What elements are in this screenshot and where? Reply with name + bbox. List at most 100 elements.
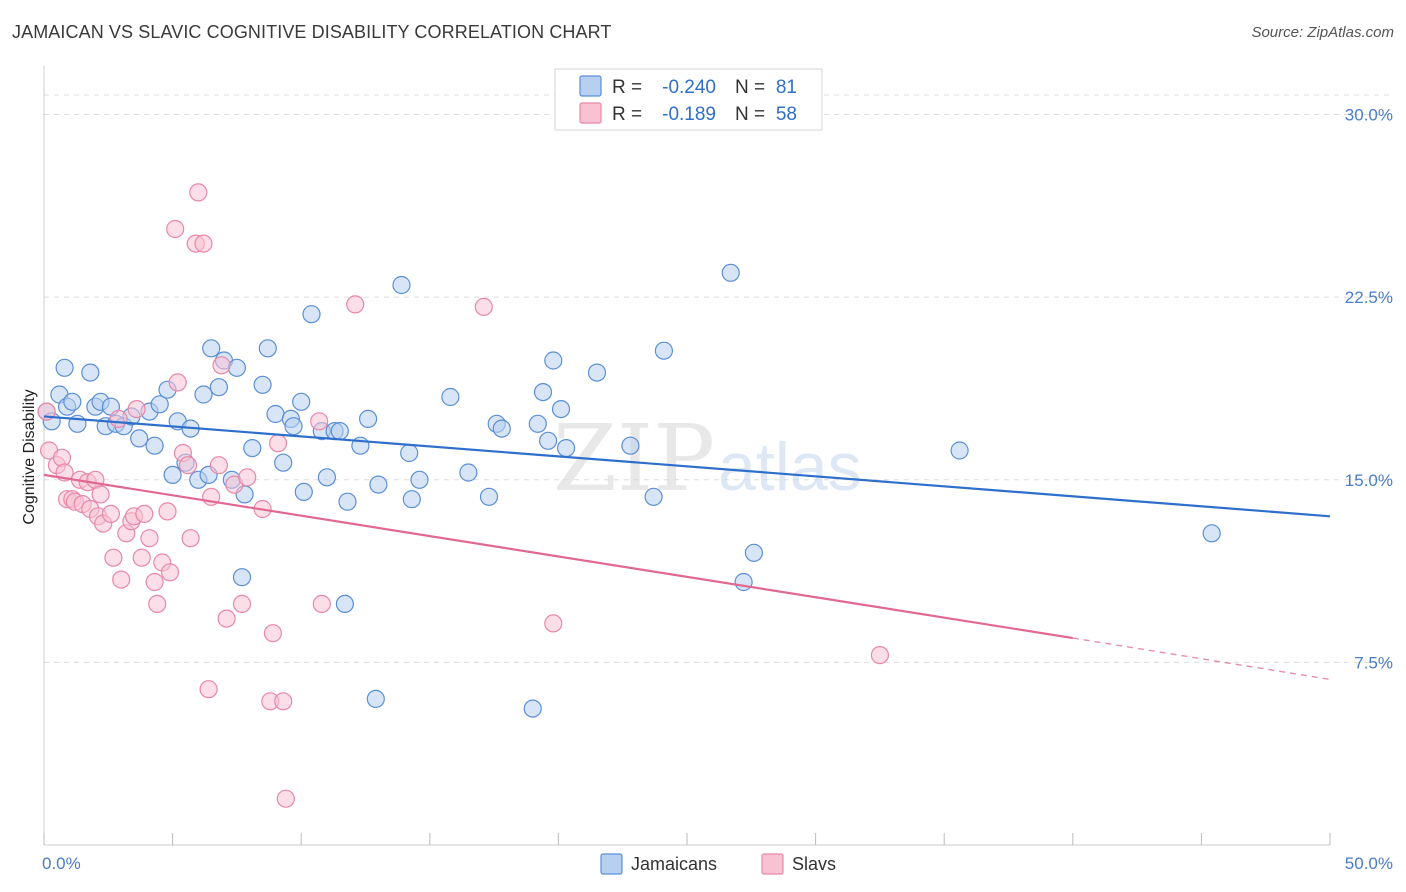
jamaican-point-43 bbox=[302, 305, 321, 324]
jamaican-legend-swatch bbox=[579, 75, 602, 97]
jamaican-point-58 bbox=[441, 387, 460, 407]
jamaican-point-51 bbox=[359, 409, 378, 428]
slav-point-40 bbox=[199, 680, 218, 699]
jamaican-r-label: R = bbox=[612, 77, 642, 98]
slav-legend-swatch bbox=[579, 102, 602, 124]
x-tick-label-0: 0.0% bbox=[42, 854, 81, 873]
jamaican-point-77 bbox=[950, 441, 969, 460]
stats-legend: R = -0.240 N = 81 R = -0.189 N = 58 bbox=[554, 68, 823, 131]
slav-point-24 bbox=[132, 548, 151, 567]
tick-labels: 7.5% 15.0% 22.5% 30.0% 0.0% 50.0% Cognitive Di… bbox=[21, 106, 1393, 873]
slav-point-31 bbox=[160, 563, 180, 582]
slav-bottom-label: Slavs bbox=[792, 854, 836, 874]
chart-title: JAMAICAN VS SLAVIC COGNITIVE DISABILITY … bbox=[12, 22, 612, 42]
jamaican-point-48 bbox=[335, 594, 354, 614]
jamaican-point-74 bbox=[721, 263, 740, 282]
slav-point-57 bbox=[474, 297, 493, 316]
jamaican-point-72 bbox=[644, 487, 663, 506]
jamaican-point-62 bbox=[492, 419, 511, 438]
jamaican-point-45 bbox=[317, 468, 336, 487]
slav-point-56 bbox=[346, 295, 365, 314]
jamaican-point-65 bbox=[533, 383, 553, 402]
slavs-trend-extension bbox=[1072, 637, 1331, 681]
jamaican-point-54 bbox=[392, 275, 411, 295]
slav-point-23 bbox=[127, 400, 146, 419]
jamaican-point-35 bbox=[253, 375, 272, 394]
jamaican-point-71 bbox=[621, 436, 640, 455]
jamaican-point-66 bbox=[538, 431, 558, 450]
slav-point-51 bbox=[269, 434, 288, 453]
slav-point-59 bbox=[870, 645, 890, 665]
slav-point-0 bbox=[37, 402, 56, 421]
jamaican-n-value: 81 bbox=[776, 77, 797, 98]
slav-point-53 bbox=[276, 789, 295, 808]
jamaican-point-60 bbox=[479, 487, 499, 506]
slav-point-3 bbox=[52, 448, 72, 467]
jamaican-point-28 bbox=[209, 378, 228, 397]
jamaican-point-7 bbox=[81, 363, 100, 382]
jamaican-point-32 bbox=[232, 568, 252, 587]
jamaican-point-75 bbox=[734, 572, 753, 592]
y-tick-label-2: 22.5% bbox=[1345, 288, 1393, 307]
jamaican-r-value: -0.240 bbox=[662, 77, 716, 98]
y-axis-title: Cognitive Disability bbox=[21, 389, 38, 524]
jamaican-point-64 bbox=[528, 414, 547, 433]
slav-n-value: 58 bbox=[776, 104, 797, 125]
jamaican-point-59 bbox=[459, 463, 478, 482]
slav-point-28 bbox=[148, 594, 167, 614]
slav-point-14 bbox=[91, 485, 110, 504]
slav-bottom-swatch bbox=[761, 853, 784, 875]
jamaican-bottom-swatch bbox=[600, 853, 623, 875]
y-tick-label-0: 7.5% bbox=[1354, 653, 1393, 672]
jamaican-point-42 bbox=[294, 482, 313, 501]
slav-point-44 bbox=[217, 609, 236, 628]
jamaican-point-41 bbox=[292, 392, 311, 411]
jamaican-point-5 bbox=[63, 392, 82, 411]
slav-point-17 bbox=[104, 548, 123, 567]
slav-point-16 bbox=[101, 504, 121, 524]
slav-r-value: -0.189 bbox=[662, 104, 716, 125]
slav-point-36 bbox=[181, 529, 200, 548]
jamaican-point-69 bbox=[556, 439, 576, 458]
x-tick-label-1: 50.0% bbox=[1345, 854, 1393, 873]
jamaican-point-67 bbox=[544, 351, 563, 370]
jamaican-point-36 bbox=[258, 339, 277, 358]
jamaican-point-63 bbox=[523, 699, 542, 718]
slav-point-27 bbox=[145, 572, 164, 592]
slav-point-19 bbox=[112, 570, 131, 589]
jamaican-point-52 bbox=[366, 689, 385, 709]
slav-point-18 bbox=[109, 409, 128, 428]
jamaican-point-25 bbox=[194, 385, 213, 404]
slav-point-43 bbox=[212, 356, 231, 375]
trend-lines bbox=[43, 415, 1331, 681]
source-label: Source: ZipAtlas.com bbox=[1251, 24, 1394, 41]
slav-point-33 bbox=[166, 219, 185, 239]
slavs-trend-line bbox=[43, 473, 1073, 640]
slav-point-50 bbox=[263, 624, 282, 643]
slav-point-32 bbox=[168, 373, 187, 392]
slav-point-25 bbox=[135, 504, 154, 524]
jamaican-point-47 bbox=[330, 422, 349, 441]
slav-point-38 bbox=[189, 183, 208, 202]
jamaicans-trend-line bbox=[43, 415, 1331, 518]
slav-point-42 bbox=[209, 456, 228, 475]
jamaican-point-38 bbox=[274, 453, 293, 472]
jamaican-point-56 bbox=[410, 470, 429, 489]
jamaican-point-31 bbox=[227, 358, 246, 377]
jamaican-point-76 bbox=[744, 543, 764, 562]
slav-point-26 bbox=[140, 529, 159, 548]
y-tick-label-3: 30.0% bbox=[1345, 106, 1393, 125]
jamaican-point-18 bbox=[150, 395, 169, 414]
jamaican-n-label: N = bbox=[735, 77, 765, 98]
jamaican-point-73 bbox=[654, 341, 674, 360]
slav-point-39 bbox=[194, 234, 213, 253]
jamaican-point-40 bbox=[284, 417, 303, 436]
slav-point-46 bbox=[232, 594, 252, 614]
jamaican-point-27 bbox=[202, 339, 221, 358]
slav-point-52 bbox=[274, 692, 293, 711]
slav-point-35 bbox=[178, 456, 198, 475]
jamaican-point-3 bbox=[55, 358, 74, 377]
series-legend: Jamaicans Slavs bbox=[600, 853, 836, 875]
jamaican-point-53 bbox=[369, 475, 388, 494]
